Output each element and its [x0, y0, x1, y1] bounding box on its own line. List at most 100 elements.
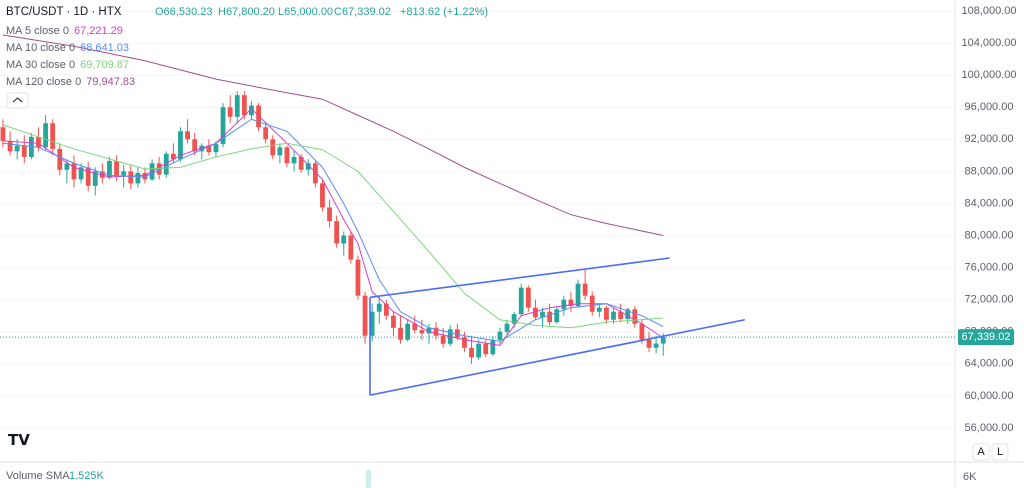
candle-body [121, 171, 127, 176]
candle-body [50, 123, 56, 149]
ohlc-high: H67,800.20 [218, 6, 275, 18]
candle-body [156, 163, 162, 175]
candle-body [454, 329, 460, 338]
log-button[interactable] [991, 443, 1009, 461]
candle-body [14, 145, 20, 152]
candle-body [398, 327, 403, 340]
candle-body [646, 339, 652, 348]
candle-body [568, 299, 574, 307]
ohlc-low: L65,000.00 [278, 6, 333, 18]
candle-body [327, 207, 332, 222]
candle-body [7, 140, 13, 152]
candle-body [36, 136, 41, 148]
legend-value: 67,221.29 [74, 25, 123, 37]
collapse-button[interactable] [6, 92, 29, 109]
candle-body [21, 145, 27, 157]
ohlc-close: C67,339.02 [334, 6, 391, 18]
candle-body [653, 343, 659, 348]
candle-body [92, 171, 98, 186]
trend-line [369, 257, 670, 299]
candle-body [78, 167, 84, 180]
candle-body [483, 343, 489, 355]
candle-body [618, 311, 624, 319]
candle-body [561, 299, 567, 310]
trend-line [369, 318, 746, 396]
last-price-label: 67,339.02 [962, 331, 1011, 343]
candle-body [206, 145, 212, 153]
candle-body [249, 105, 254, 116]
candle-body [476, 343, 482, 358]
volume-bar [366, 470, 371, 488]
candle-body [57, 148, 63, 170]
y-tick-label: 72,000.00 [965, 294, 1014, 306]
auto-button-label[interactable]: A [977, 446, 985, 458]
y-tick-label: 56,000.00 [965, 422, 1014, 434]
candle-body [234, 95, 240, 117]
y-tick-label: 96,000.00 [965, 101, 1014, 113]
candle-body [490, 339, 496, 355]
candle-body [383, 303, 389, 316]
candle-body [298, 156, 304, 170]
volume-axis-label: 6K [963, 471, 977, 483]
candle-body [263, 127, 269, 140]
candle-body [85, 167, 91, 186]
last-price-badge [958, 329, 1014, 346]
candle-body [540, 311, 545, 318]
candle-body [575, 283, 581, 307]
candle-body [114, 160, 119, 176]
log-button-label[interactable]: L [997, 446, 1003, 458]
legend-name: MA 30 close 0 [6, 59, 75, 71]
candle-body [192, 139, 198, 152]
candle-body [511, 314, 517, 324]
candle-body [348, 235, 354, 260]
candle-body [554, 309, 560, 323]
candle-body [270, 139, 276, 156]
candle-body [525, 287, 531, 308]
legend: MA 5 close 0 67,221.29 MA 10 close 0 68,641… [6, 25, 135, 88]
legend-value: 68,641.03 [80, 42, 129, 54]
moving-average-line [2, 124, 664, 329]
candle-body [547, 311, 553, 323]
auto-button[interactable] [972, 443, 990, 461]
candle-body [596, 307, 602, 312]
candle-body [312, 163, 318, 184]
candle-body [128, 171, 134, 184]
candle-body [43, 123, 48, 148]
y-tick-label: 108,000.00 [961, 5, 1016, 17]
candle-body [433, 327, 439, 336]
candle-body [334, 221, 340, 244]
ohlc-open: O66,530.23 [155, 6, 213, 18]
legend-value: 79,947.83 [86, 76, 135, 88]
candle-body [0, 127, 6, 141]
candle-body [341, 235, 347, 244]
logo: 𝗧𝗩 [8, 432, 30, 449]
candle-body [71, 163, 77, 180]
candle-body [419, 330, 425, 334]
candle-body [220, 107, 226, 145]
y-tick-label: 64,000.00 [965, 358, 1014, 370]
candle-body [426, 327, 432, 334]
y-tick-label: 84,000.00 [965, 197, 1014, 209]
candle-body [462, 337, 467, 348]
candle-body [227, 107, 233, 117]
candle-body [518, 287, 524, 315]
ohlc-change: +813.62 (+1.22%) [400, 6, 488, 18]
candle-body [391, 315, 396, 328]
plot-area [0, 10, 955, 429]
y-tick-label: 88,000.00 [965, 165, 1014, 177]
candle-body [660, 337, 666, 344]
legend-name: MA 10 close 0 [6, 42, 75, 54]
candle-body [369, 311, 375, 336]
candle-body [178, 131, 183, 160]
candle-body [611, 311, 616, 320]
candle-body [376, 303, 382, 312]
candle-body [320, 183, 325, 208]
candle-body [142, 172, 148, 180]
candle-body [625, 309, 631, 319]
candle-body [440, 335, 446, 344]
y-tick-label: 80,000.00 [965, 229, 1014, 241]
y-tick-label: 76,000.00 [965, 262, 1014, 274]
candle-body [277, 147, 283, 156]
volume-label: Volume SMA [6, 470, 70, 482]
